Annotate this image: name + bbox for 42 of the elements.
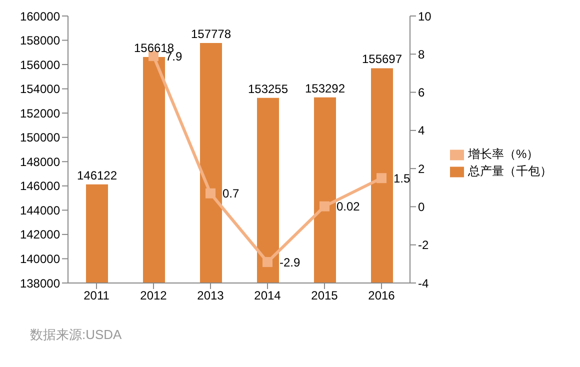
y2-tick-label: -4 — [418, 276, 429, 290]
y-tick-label: 150000 — [20, 130, 60, 145]
x-tick-label: 2013 — [197, 288, 224, 303]
point — [262, 257, 272, 268]
point — [206, 188, 216, 198]
y-tick-label: 160000 — [20, 9, 60, 24]
data-label: 157778 — [190, 26, 232, 41]
data-label: 1.5 — [394, 171, 411, 186]
x-tick-label: 2016 — [368, 288, 396, 303]
y2-tick-label: 8 — [418, 47, 425, 62]
y2-tick-label: 10 — [418, 9, 432, 24]
data-label: 153292 — [304, 81, 346, 96]
x-tick-label: 2012 — [140, 288, 168, 303]
y2-tick-label: 4 — [418, 124, 425, 138]
data-label: 0.02 — [336, 200, 360, 214]
data-label: 146122 — [76, 168, 118, 182]
y2-tick-label: 2 — [418, 162, 425, 176]
y-tick-label: 142000 — [20, 228, 60, 242]
legend-label: 总产量（千包） — [468, 164, 552, 178]
y-tick-label: 148000 — [20, 154, 60, 169]
y-tick-label: 146000 — [20, 179, 60, 194]
x-tick-label: 2015 — [311, 288, 338, 303]
data-label: 155697 — [362, 52, 402, 66]
y2-tick-label: -2 — [418, 238, 429, 252]
y-tick-label: 140000 — [20, 252, 60, 266]
point — [376, 173, 386, 184]
y2-tick-label: 6 — [418, 86, 425, 100]
data-label: 0.7 — [222, 186, 240, 201]
y2-tick-label: 0 — [418, 200, 425, 214]
y-tick-label: 138000 — [20, 276, 60, 290]
y-tick-label: 152000 — [20, 106, 60, 120]
point — [320, 201, 330, 212]
y-tick-label: 144000 — [20, 203, 60, 218]
x-tick-label: 2011 — [84, 288, 110, 303]
data-label: -2.9 — [280, 255, 301, 270]
x-tick-label: 2014 — [254, 288, 282, 303]
y-tick-label: 158000 — [20, 34, 60, 48]
y-tick-label: 156000 — [20, 58, 60, 72]
source-note: 数据来源:USDA — [30, 326, 123, 344]
legend-label: 增长率（%） — [468, 147, 539, 161]
data-label: 153255 — [248, 82, 288, 96]
y-tick-label: 154000 — [20, 82, 60, 96]
